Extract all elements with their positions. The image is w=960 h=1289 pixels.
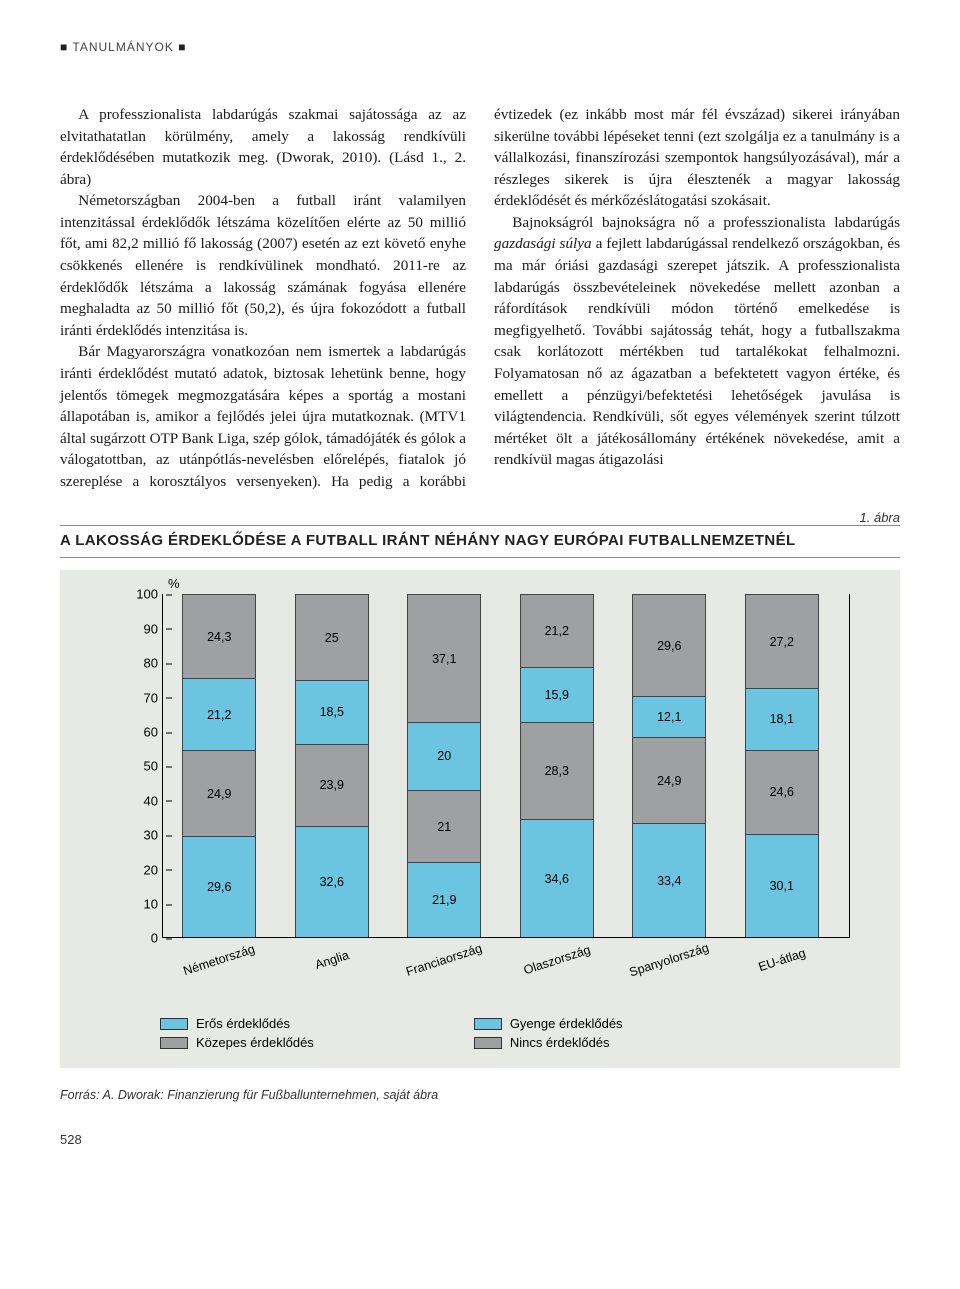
y-tick: 10 [132,897,158,912]
bar-segment-strong: 32,6 [295,826,369,938]
bar-segment-none: 27,2 [745,594,819,687]
y-tick: 50 [132,759,158,774]
y-tick: 0 [132,931,158,946]
legend-item-medium: Közepes érdeklődés [160,1035,314,1050]
bar-segment-weak: 18,5 [295,680,369,743]
x-label: Olaszország [522,943,592,978]
bar: 21,215,928,334,6Olaszország [520,594,594,937]
bar: 29,612,124,933,4Spanyolország [632,594,706,937]
bar-segment-weak: 21,2 [182,678,256,751]
bar-segment-medium: 28,3 [520,722,594,819]
chart-source: Forrás: A. Dworak: Finanzierung für Fußb… [60,1088,900,1102]
legend-item-strong: Erős érdeklődés [160,1016,314,1031]
bar-segment-medium: 24,6 [745,750,819,834]
axis-end-tick [849,594,850,937]
body-text-columns: A professzionalista labdarúgás szakmai s… [60,104,900,492]
legend-item-weak: Gyenge érdeklődés [474,1016,623,1031]
paragraph: Németországban 2004-ben a futball iránt … [60,190,466,341]
x-label: Franciaország [404,942,484,980]
y-tick: 100 [132,587,158,602]
bar: 24,321,224,929,6Németország [182,594,256,937]
bar-segment-weak: 12,1 [632,696,706,738]
paragraph: A professzionalista labdarúgás szakmai s… [60,104,466,190]
y-unit-label: % [168,576,180,591]
bar-segment-medium: 24,9 [182,750,256,835]
square-icon: ■ [178,40,186,54]
y-tick: 40 [132,793,158,808]
bar-segment-weak: 15,9 [520,667,594,722]
bar-segment-none: 24,3 [182,594,256,677]
bar-segment-strong: 29,6 [182,836,256,938]
section-label: TANULMÁNYOK [72,40,173,54]
bar-segment-weak: 18,1 [745,688,819,750]
x-label: Németország [182,942,257,978]
bar-segment-medium: 21 [407,790,481,862]
bar: 2518,523,932,6Anglia [295,594,369,937]
swatch-none [474,1037,502,1049]
chart-legend: Erős érdeklődés Közepes érdeklődés Gyeng… [160,1016,860,1050]
y-tick: 80 [132,656,158,671]
legend-label: Erős érdeklődés [196,1016,290,1031]
legend-label: Nincs érdeklődés [510,1035,610,1050]
chart-plot-area: % 24,321,224,929,6Németország2518,523,93… [140,594,850,974]
bar-segment-medium: 23,9 [295,744,369,826]
bar-segment-medium: 24,9 [632,737,706,822]
legend-item-none: Nincs érdeklődés [474,1035,623,1050]
page-number: 528 [60,1132,900,1147]
square-icon: ■ [60,40,68,54]
y-tick: 30 [132,828,158,843]
swatch-medium [160,1037,188,1049]
bar-segment-none: 29,6 [632,594,706,696]
bar-segment-none: 21,2 [520,594,594,667]
swatch-weak [474,1018,502,1030]
paragraph: Bajnokságról bajnokságra nő a professzio… [494,212,900,471]
x-label: Anglia [313,948,350,972]
x-label: EU-átlag [756,946,807,974]
bar-segment-strong: 21,9 [407,862,481,937]
swatch-strong [160,1018,188,1030]
bar-segment-strong: 33,4 [632,823,706,938]
bar-segment-strong: 30,1 [745,834,819,937]
legend-label: Közepes érdeklődés [196,1035,314,1050]
bar-segment-none: 25 [295,594,369,680]
bar-segment-none: 37,1 [407,594,481,721]
legend-column: Gyenge érdeklődés Nincs érdeklődés [474,1016,623,1050]
chart-title: A LAKOSSÁG ÉRDEKLŐDÉSE A FUTBALL IRÁNT N… [60,525,900,558]
source-lead: Forrás: [60,1088,100,1102]
legend-column: Erős érdeklődés Közepes érdeklődés [160,1016,314,1050]
y-tick: 20 [132,862,158,877]
plot-frame: 24,321,224,929,6Németország 2518,523,932,… [162,594,850,938]
x-label: Spanyolország [628,941,711,980]
source-text: A. Dworak: Finanzierung für Fußballunter… [100,1088,439,1102]
chart-container: % 24,321,224,929,6Németország2518,523,93… [60,570,900,1068]
bar: 37,1202121,9Franciaország [407,594,481,937]
y-tick: 60 [132,725,158,740]
figure-label: 1. ábra [60,510,900,525]
bar: 27,218,124,630,1EU-átlag [745,594,819,937]
bars-row: 24,321,224,929,6Németország 2518,523,932,… [163,594,838,937]
bar-segment-weak: 20 [407,722,481,791]
italic-phrase: gazdasági súlya [494,235,592,252]
y-tick: 70 [132,690,158,705]
section-header: ■ TANULMÁNYOK ■ [60,40,900,54]
bar-segment-strong: 34,6 [520,819,594,938]
legend-label: Gyenge érdeklődés [510,1016,623,1031]
y-tick: 90 [132,621,158,636]
